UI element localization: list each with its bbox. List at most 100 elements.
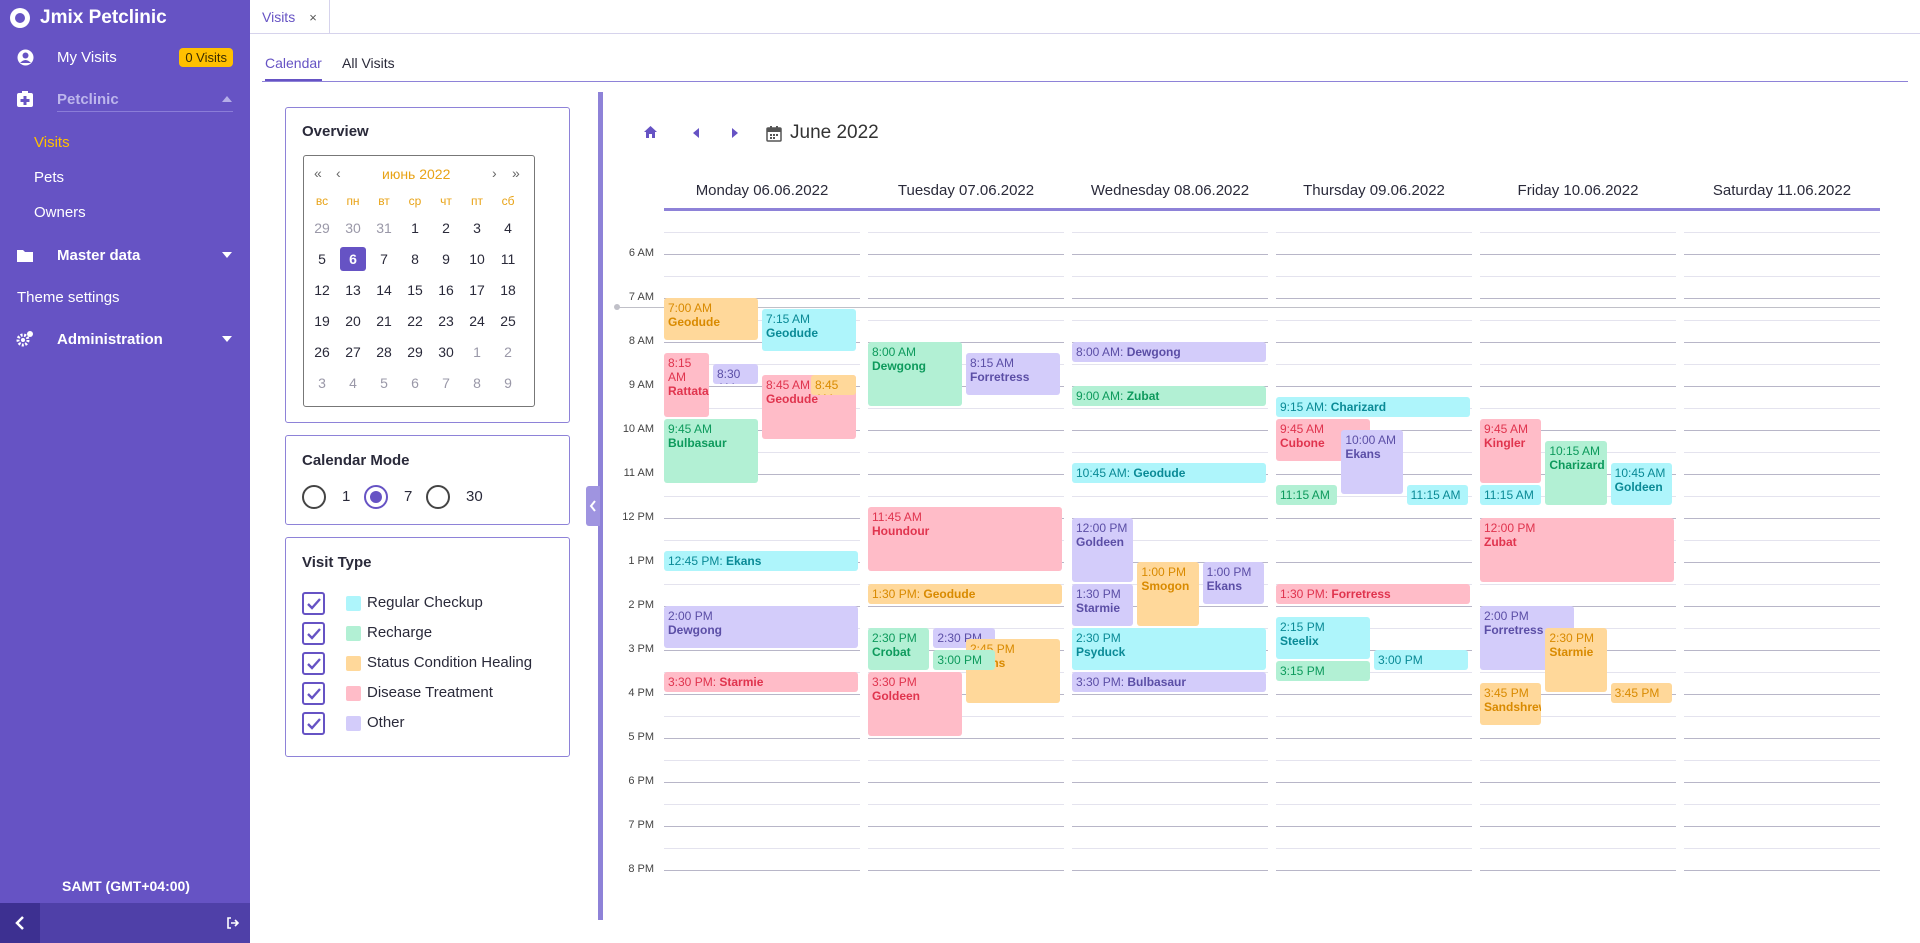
- visit-event[interactable]: 12:00 PM Goldeen: [1072, 518, 1134, 582]
- day-cell[interactable]: 5: [380, 375, 388, 391]
- visit-event[interactable]: 7:15 AM Geodude: [762, 309, 856, 351]
- visit-event[interactable]: 10:00 AM Ekans: [1341, 430, 1403, 494]
- visit-event[interactable]: 1:30 PM: Geodude: [868, 584, 1062, 604]
- collapse-panel-button[interactable]: [586, 486, 600, 526]
- visit-event[interactable]: 11:15 AM: [1276, 485, 1338, 505]
- day-cell[interactable]: 1: [473, 344, 481, 360]
- visit-type-checkbox[interactable]: [302, 652, 325, 675]
- next-month-button[interactable]: ›: [492, 165, 497, 181]
- visit-event[interactable]: 3:30 PM: Starmie: [664, 672, 858, 692]
- day-cell[interactable]: 4: [349, 375, 357, 391]
- day-cell[interactable]: 7: [380, 251, 388, 267]
- day-cell[interactable]: 16: [438, 282, 454, 298]
- day-cell[interactable]: 24: [469, 313, 485, 329]
- visit-event[interactable]: 3:30 PM: Bulbasaur: [1072, 672, 1266, 692]
- visit-event[interactable]: 1:00 PM Smogon: [1137, 562, 1199, 626]
- visit-event[interactable]: 2:30 PM Crobat: [868, 628, 930, 670]
- sidebar-item-pets[interactable]: Pets: [34, 169, 65, 186]
- visit-event[interactable]: 11:15 AM: [1480, 485, 1542, 505]
- day-cell[interactable]: 29: [314, 220, 330, 236]
- day-cell[interactable]: 27: [345, 344, 361, 360]
- day-header[interactable]: Thursday 09.06.2022: [1303, 182, 1445, 199]
- splitter[interactable]: [598, 92, 603, 920]
- day-cell[interactable]: 6: [340, 247, 366, 271]
- visit-event[interactable]: 9:00 AM: Zubat: [1072, 386, 1266, 406]
- visit-event[interactable]: 10:45 AM Goldeen: [1610, 463, 1672, 505]
- day-cell[interactable]: 29: [407, 344, 423, 360]
- day-cell[interactable]: 25: [500, 313, 516, 329]
- visit-event[interactable]: 8:15 AM Rattata: [664, 353, 709, 417]
- visit-type-checkbox[interactable]: [302, 682, 325, 705]
- visit-event[interactable]: 11:15 AM: [1406, 485, 1468, 505]
- day-cell[interactable]: 28: [376, 344, 392, 360]
- day-header[interactable]: Friday 10.06.2022: [1517, 182, 1639, 199]
- sidebar-item-owners[interactable]: Owners: [34, 204, 86, 221]
- visit-event[interactable]: 8:00 AM Dewgong: [868, 342, 962, 406]
- day-cell[interactable]: 30: [438, 344, 454, 360]
- day-cell[interactable]: 10: [469, 251, 485, 267]
- day-cell[interactable]: 2: [504, 344, 512, 360]
- sidebar-item-visits[interactable]: Visits: [34, 134, 70, 151]
- visit-event[interactable]: 10:15 AM Charizard: [1545, 441, 1607, 505]
- day-cell[interactable]: 13: [345, 282, 361, 298]
- day-cell[interactable]: 3: [473, 220, 481, 236]
- day-cell[interactable]: 22: [407, 313, 423, 329]
- mode-radio-30[interactable]: [426, 485, 450, 509]
- visit-type-checkbox[interactable]: [302, 622, 325, 645]
- day-cell[interactable]: 26: [314, 344, 330, 360]
- day-cell[interactable]: 7: [442, 375, 450, 391]
- visit-event[interactable]: 2:00 PM Dewgong: [664, 606, 858, 648]
- day-cell[interactable]: 11: [500, 251, 516, 267]
- tab-calendar[interactable]: Calendar: [265, 55, 322, 81]
- day-cell[interactable]: 20: [345, 313, 361, 329]
- day-cell[interactable]: 5: [318, 251, 326, 267]
- day-cell[interactable]: 8: [473, 375, 481, 391]
- day-cell[interactable]: 15: [407, 282, 423, 298]
- visit-event[interactable]: 2:30 PM Psyduck: [1072, 628, 1266, 670]
- visit-event[interactable]: 3:00 PM: [1374, 650, 1468, 670]
- visit-type-checkbox[interactable]: [302, 592, 325, 615]
- visit-event[interactable]: 10:45 AM: Geodude: [1072, 463, 1266, 483]
- visit-event[interactable]: 9:45 AM Kingler: [1480, 419, 1542, 483]
- visit-event[interactable]: 2:15 PM Steelix: [1276, 617, 1370, 659]
- prev-year-button[interactable]: «: [314, 165, 322, 181]
- sidebar-group-petclinic[interactable]: Petclinic: [0, 81, 250, 117]
- mode-radio-1[interactable]: [302, 485, 326, 509]
- day-header[interactable]: Wednesday 08.06.2022: [1090, 182, 1250, 199]
- day-cell[interactable]: 8: [411, 251, 419, 267]
- visit-event[interactable]: 1:30 PM: Forretress: [1276, 584, 1470, 604]
- today-button[interactable]: [644, 125, 657, 141]
- day-cell[interactable]: 2: [442, 220, 450, 236]
- day-cell[interactable]: 1: [411, 220, 419, 236]
- day-cell[interactable]: 17: [469, 282, 485, 298]
- visit-event[interactable]: 8:15 AM Forretress: [966, 353, 1060, 395]
- visit-event[interactable]: 7:00 AM Geodude: [664, 298, 758, 340]
- day-cell[interactable]: 6: [411, 375, 419, 391]
- visit-event[interactable]: 3:30 PM Goldeen: [868, 672, 962, 736]
- visit-event[interactable]: 9:15 AM: Charizard: [1276, 397, 1470, 417]
- day-cell[interactable]: 21: [376, 313, 392, 329]
- day-cell[interactable]: 31: [376, 220, 392, 236]
- visit-event[interactable]: 8:00 AM: Dewgong: [1072, 342, 1266, 362]
- next-year-button[interactable]: »: [512, 165, 520, 181]
- visit-event[interactable]: 8:30 AM: [713, 364, 758, 384]
- tab-visits[interactable]: Visits ×: [250, 0, 330, 34]
- prev-month-button[interactable]: ‹: [336, 165, 341, 181]
- visit-event[interactable]: 3:45 PM: [1610, 683, 1672, 703]
- visit-type-checkbox[interactable]: [302, 712, 325, 735]
- visit-event[interactable]: 3:45 PMSandshrew: [1480, 683, 1542, 725]
- visit-event[interactable]: 3:15 PM: [1276, 661, 1370, 681]
- day-cell[interactable]: 18: [500, 282, 516, 298]
- visit-event[interactable]: 2:30 PM Starmie: [1545, 628, 1607, 692]
- day-cell[interactable]: 3: [318, 375, 326, 391]
- close-tab-icon[interactable]: ×: [309, 9, 317, 25]
- day-cell[interactable]: 9: [442, 251, 450, 267]
- day-cell[interactable]: 12: [314, 282, 330, 298]
- visit-event[interactable]: 1:30 PM Starmie: [1072, 584, 1134, 626]
- sidebar-group-master-data[interactable]: Master data: [0, 237, 250, 273]
- visit-event[interactable]: 1:00 PM Ekans: [1202, 562, 1264, 604]
- prev-week-button[interactable]: [692, 125, 700, 141]
- visit-event[interactable]: 9:45 AM Bulbasaur: [664, 419, 758, 483]
- day-header[interactable]: Tuesday 07.06.2022: [897, 182, 1035, 199]
